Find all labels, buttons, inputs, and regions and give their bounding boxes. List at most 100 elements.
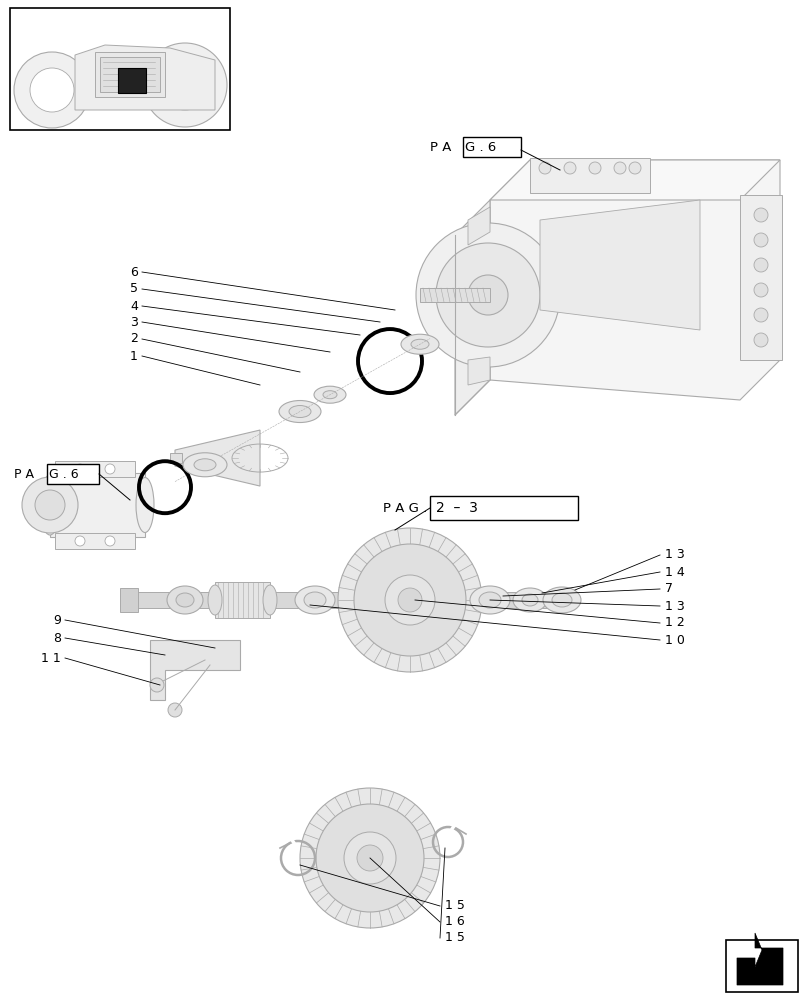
- Circle shape: [299, 788, 440, 928]
- Circle shape: [30, 68, 74, 112]
- Ellipse shape: [401, 334, 439, 354]
- Polygon shape: [736, 933, 782, 985]
- Circle shape: [753, 258, 767, 272]
- Circle shape: [629, 162, 640, 174]
- Bar: [430, 496, 577, 520]
- Text: 1 5: 1 5: [444, 931, 465, 944]
- Circle shape: [105, 464, 115, 474]
- Polygon shape: [489, 160, 779, 200]
- Ellipse shape: [410, 339, 428, 349]
- Bar: [215, 582, 270, 618]
- Text: 1 4: 1 4: [664, 566, 684, 578]
- Ellipse shape: [551, 593, 571, 607]
- Circle shape: [436, 243, 539, 347]
- Ellipse shape: [135, 478, 154, 532]
- Circle shape: [397, 588, 422, 612]
- Bar: [47, 464, 99, 484]
- Circle shape: [315, 804, 423, 912]
- Text: P A G .: P A G .: [383, 502, 427, 514]
- Text: 5: 5: [130, 282, 138, 296]
- Text: 2: 2: [130, 332, 138, 346]
- Bar: [169, 453, 182, 463]
- Bar: [120, 588, 138, 612]
- Ellipse shape: [521, 594, 538, 606]
- Polygon shape: [150, 640, 240, 700]
- Bar: [55, 461, 135, 477]
- Bar: [725, 940, 797, 992]
- Text: 9: 9: [53, 613, 61, 626]
- Polygon shape: [467, 207, 489, 245]
- Circle shape: [22, 477, 78, 533]
- Circle shape: [753, 283, 767, 297]
- Circle shape: [168, 703, 182, 717]
- Ellipse shape: [263, 585, 277, 615]
- Bar: [130, 592, 560, 608]
- Text: 1 3: 1 3: [664, 599, 684, 612]
- Text: G . 6: G . 6: [465, 141, 496, 154]
- Bar: [50, 473, 145, 537]
- Circle shape: [160, 60, 210, 110]
- Ellipse shape: [167, 586, 203, 614]
- Circle shape: [753, 308, 767, 322]
- Polygon shape: [75, 45, 215, 110]
- Text: 8: 8: [53, 632, 61, 645]
- Text: 7: 7: [664, 582, 672, 595]
- Circle shape: [588, 162, 600, 174]
- Text: 1 0: 1 0: [664, 634, 684, 647]
- Text: 1: 1: [130, 350, 138, 362]
- Text: 1 6: 1 6: [444, 915, 464, 928]
- Circle shape: [354, 544, 466, 656]
- Circle shape: [14, 52, 90, 128]
- Circle shape: [143, 43, 227, 127]
- Bar: [530, 158, 649, 193]
- Circle shape: [105, 536, 115, 546]
- Circle shape: [753, 208, 767, 222]
- Text: P A: P A: [14, 468, 34, 481]
- Circle shape: [539, 162, 551, 174]
- Text: 1 1: 1 1: [41, 652, 61, 664]
- Ellipse shape: [194, 459, 216, 471]
- Ellipse shape: [303, 592, 325, 608]
- Bar: [10, 8, 230, 130]
- Ellipse shape: [182, 453, 227, 477]
- Bar: [95, 52, 165, 97]
- Circle shape: [384, 575, 435, 625]
- Text: 1 2: 1 2: [664, 616, 684, 630]
- Polygon shape: [175, 430, 260, 486]
- Bar: [118, 68, 146, 93]
- Circle shape: [415, 223, 560, 367]
- Circle shape: [467, 275, 508, 315]
- Circle shape: [613, 162, 625, 174]
- Ellipse shape: [478, 592, 500, 608]
- Bar: [462, 137, 521, 157]
- Bar: [739, 195, 781, 360]
- Bar: [419, 288, 489, 302]
- Circle shape: [75, 464, 85, 474]
- Polygon shape: [454, 200, 489, 415]
- Text: 4: 4: [130, 300, 138, 312]
- Text: 1 5: 1 5: [444, 899, 465, 912]
- Text: P A: P A: [430, 141, 451, 154]
- Circle shape: [564, 162, 575, 174]
- Circle shape: [753, 333, 767, 347]
- Polygon shape: [489, 160, 779, 400]
- Circle shape: [344, 832, 396, 884]
- Circle shape: [150, 678, 164, 692]
- Ellipse shape: [40, 475, 60, 535]
- Text: 6: 6: [130, 265, 138, 278]
- Ellipse shape: [279, 401, 320, 423]
- Ellipse shape: [208, 585, 221, 615]
- Circle shape: [35, 490, 65, 520]
- Bar: [55, 533, 135, 549]
- Text: G . 6: G . 6: [49, 468, 79, 481]
- Circle shape: [337, 528, 482, 672]
- Circle shape: [753, 233, 767, 247]
- Polygon shape: [539, 200, 699, 330]
- Ellipse shape: [314, 386, 345, 403]
- Text: 3: 3: [130, 316, 138, 328]
- Ellipse shape: [289, 406, 311, 418]
- Text: 2  –  3: 2 – 3: [436, 501, 478, 515]
- Ellipse shape: [323, 391, 337, 399]
- Ellipse shape: [176, 593, 194, 607]
- Circle shape: [75, 536, 85, 546]
